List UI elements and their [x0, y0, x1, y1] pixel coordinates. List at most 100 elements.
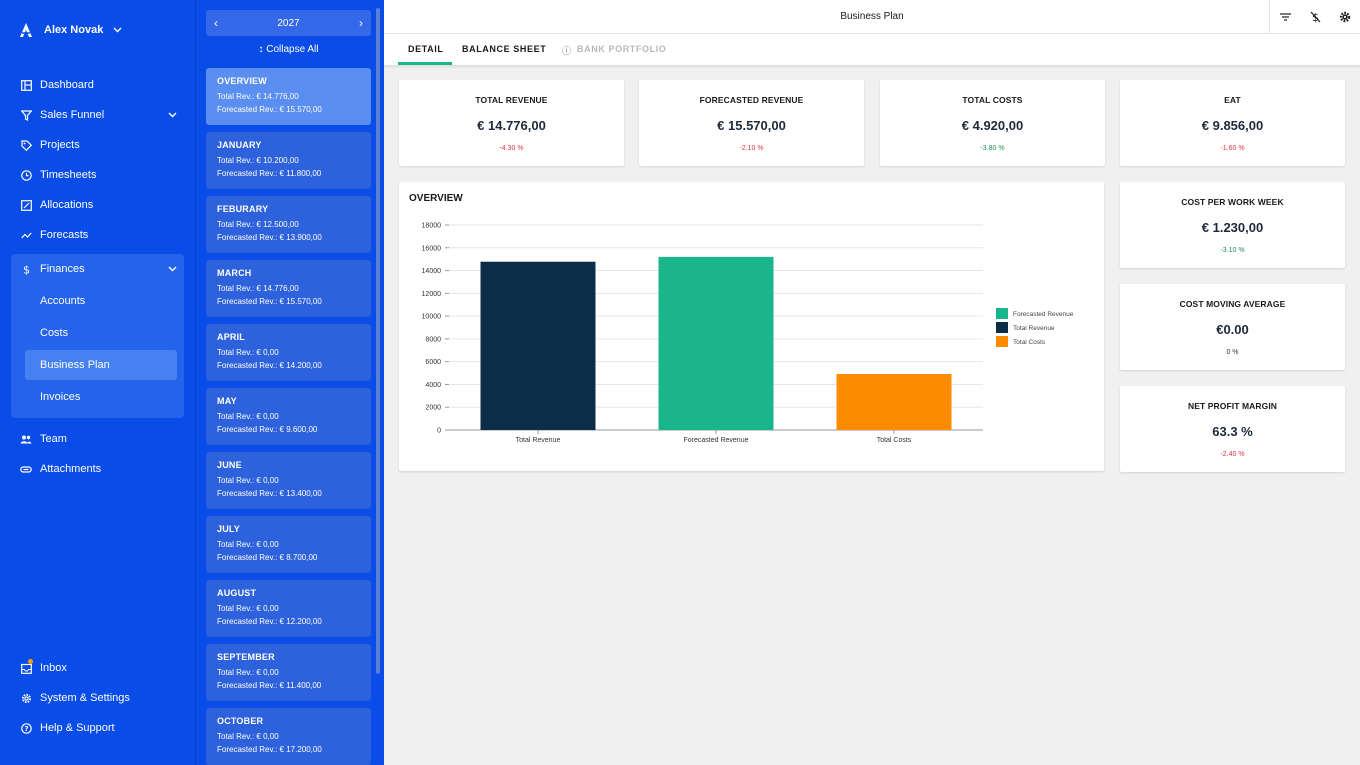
y-tick-label: 0 — [437, 428, 441, 435]
notification-dot — [28, 659, 33, 664]
kpi-delta: -3.10 % — [1220, 247, 1245, 254]
nav-finances[interactable]: $ Finances — [11, 254, 184, 284]
month-card[interactable]: OCTOBER Total Rev.: € 0,00 Forecasted Re… — [206, 708, 371, 765]
bar-forecasted-revenue — [658, 256, 774, 430]
month-card[interactable]: MARCH Total Rev.: € 14.776,00 Forecasted… — [206, 260, 371, 317]
tab-balance-sheet[interactable]: BALANCE SHEET — [462, 44, 547, 54]
nav-label: Timesheets — [40, 169, 97, 181]
month-scrollbar[interactable] — [376, 8, 380, 674]
kpi-title: FORECASTED REVENUE — [699, 95, 804, 105]
overview-chart: 0 2000 4000 6000 8000 10000 12000 14000 16000 180… — [422, 223, 1074, 445]
month-card[interactable]: JUNE Total Rev.: € 0,00 Forecasted Rev.:… — [206, 452, 371, 509]
nav-timesheets[interactable]: Timesheets — [0, 160, 195, 190]
kpi-net-profit-margin: NET PROFIT MARGIN 63.3 % -2.40 % — [1120, 386, 1345, 472]
kpi-forecasted-revenue: FORECASTED REVENUE € 15.570,00 -2.10 % — [639, 80, 864, 166]
tag-icon — [20, 139, 32, 151]
kpi-value: € 9.856,00 — [1201, 118, 1264, 133]
nav-costs[interactable]: Costs — [40, 327, 69, 339]
inbox-icon — [20, 659, 33, 674]
filter-icon[interactable] — [1270, 0, 1300, 34]
month-card[interactable]: FEBURARY Total Rev.: € 12.500,00 Forecas… — [206, 196, 371, 253]
chevron-right-icon[interactable]: › — [359, 16, 363, 30]
month-forecast: Forecasted Rev.: € 12.200,00 — [217, 617, 322, 626]
month-card-overview[interactable]: OVERVIEW Total Rev.: € 14.776,00 Forecas… — [206, 68, 371, 125]
month-forecast: Forecasted Rev.: € 8.700,00 — [217, 553, 318, 562]
nav-invoices[interactable]: Invoices — [40, 391, 81, 403]
nav-team[interactable]: Team — [0, 424, 195, 454]
svg-text:?: ? — [24, 725, 28, 733]
nav-label: System & Settings — [40, 692, 130, 704]
info-icon: ⓘ — [562, 46, 572, 56]
expand-collapse-icon: ↕ — [258, 44, 264, 55]
kpi-delta: -4.30 % — [499, 145, 524, 152]
kpi-title: TOTAL COSTS — [962, 95, 1023, 105]
month-card[interactable]: APRIL Total Rev.: € 0,00 Forecasted Rev.… — [206, 324, 371, 381]
month-list: OVERVIEW Total Rev.: € 14.776,00 Forecas… — [206, 68, 371, 765]
nav-label: Team — [40, 433, 67, 445]
kpi-value: € 4.920,00 — [961, 118, 1024, 133]
month-title: SEPTEMBER — [217, 652, 275, 662]
month-title: AUGUST — [217, 588, 257, 598]
month-card[interactable]: SEPTEMBER Total Rev.: € 0,00 Forecasted … — [206, 644, 371, 701]
nav-forecasts[interactable]: Forecasts — [0, 220, 195, 250]
nav-business-plan[interactable]: Business Plan — [25, 350, 177, 380]
legend-label: Forecasted Revenue — [1013, 311, 1074, 318]
nav-label: Sales Funnel — [40, 109, 105, 121]
collapse-all-button[interactable]: ↕ Collapse All — [206, 44, 371, 60]
kpi-title: COST MOVING AVERAGE — [1179, 299, 1286, 309]
finances-group: $ Finances Accounts Costs Business Plan … — [11, 254, 184, 418]
month-title: OCTOBER — [217, 716, 264, 726]
nav-accounts[interactable]: Accounts — [40, 295, 86, 307]
nav-label: Dashboard — [40, 79, 94, 91]
month-total: Total Rev.: € 0,00 — [217, 348, 279, 357]
legend-label: Total Revenue — [1013, 325, 1055, 332]
month-total: Total Rev.: € 0,00 — [217, 476, 279, 485]
nav-inbox[interactable]: Inbox — [0, 653, 195, 683]
chevron-down-icon — [113, 27, 122, 33]
nav-sales-funnel[interactable]: Sales Funnel — [0, 100, 195, 130]
month-title: JUNE — [217, 460, 242, 470]
nav-label: Forecasts — [40, 229, 89, 241]
chevron-left-icon[interactable]: ‹ — [214, 16, 218, 30]
kpi-delta: -3.80 % — [980, 145, 1005, 152]
kpi-value: € 14.776,00 — [477, 118, 546, 133]
gear-icon[interactable] — [1330, 0, 1360, 34]
year-selector: ‹ 2027 › — [206, 10, 371, 36]
month-card[interactable]: JANUARY Total Rev.: € 10.200,00 Forecast… — [206, 132, 371, 189]
top-bar: Business Plan $ — [384, 0, 1360, 34]
month-card[interactable]: MAY Total Rev.: € 0,00 Forecasted Rev.: … — [206, 388, 371, 445]
nav-dashboard[interactable]: Dashboard — [0, 70, 195, 100]
kpi-value: € 1.230,00 — [1201, 220, 1264, 235]
nav-label: Attachments — [40, 463, 102, 475]
help-icon: ? — [20, 722, 32, 734]
y-tick-label: 4000 — [425, 382, 441, 389]
user-menu[interactable]: Alex Novak — [18, 22, 122, 38]
month-total: Total Rev.: € 0,00 — [217, 412, 279, 421]
dollar-icon: $ — [20, 263, 32, 275]
month-card[interactable]: AUGUST Total Rev.: € 0,00 Forecasted Rev… — [206, 580, 371, 637]
y-tick-label: 16000 — [422, 245, 442, 252]
nav-projects[interactable]: Projects — [0, 130, 195, 160]
kpi-total-costs: TOTAL COSTS € 4.920,00 -3.80 % — [880, 80, 1105, 166]
tab-bar: DETAIL BALANCE SHEET ⓘ BANK PORTFOLIO — [384, 34, 1360, 66]
bar-total-costs — [836, 373, 952, 430]
no-dollar-icon[interactable]: $ — [1300, 0, 1330, 34]
tab-bank-portfolio: BANK PORTFOLIO — [577, 44, 667, 54]
kpi-value: € 15.570,00 — [717, 118, 786, 133]
month-total: Total Rev.: € 0,00 — [217, 668, 279, 677]
bottom-nav: Inbox System & Settings ? Help & Support — [0, 653, 195, 743]
nav-label: Projects — [40, 139, 80, 151]
nav-settings[interactable]: System & Settings — [0, 683, 195, 713]
nav-attachments[interactable]: Attachments — [0, 454, 195, 484]
month-total: Total Rev.: € 10.200,00 — [217, 156, 299, 165]
tab-detail[interactable]: DETAIL — [408, 44, 444, 54]
month-forecast: Forecasted Rev.: € 14.200,00 — [217, 361, 322, 370]
month-forecast: Forecasted Rev.: € 11.800,00 — [217, 169, 322, 178]
nav-allocations[interactable]: Allocations — [0, 190, 195, 220]
nav-help[interactable]: ? Help & Support — [0, 713, 195, 743]
month-total: Total Rev.: € 0,00 — [217, 604, 279, 613]
month-card[interactable]: JULY Total Rev.: € 0,00 Forecasted Rev.:… — [206, 516, 371, 573]
month-total: Total Rev.: € 14.776,00 — [217, 284, 299, 293]
y-tick-label: 6000 — [425, 359, 441, 366]
year-label: 2027 — [277, 17, 300, 29]
